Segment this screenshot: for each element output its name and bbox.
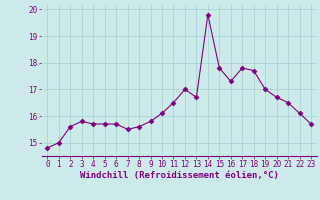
X-axis label: Windchill (Refroidissement éolien,°C): Windchill (Refroidissement éolien,°C) [80, 171, 279, 180]
